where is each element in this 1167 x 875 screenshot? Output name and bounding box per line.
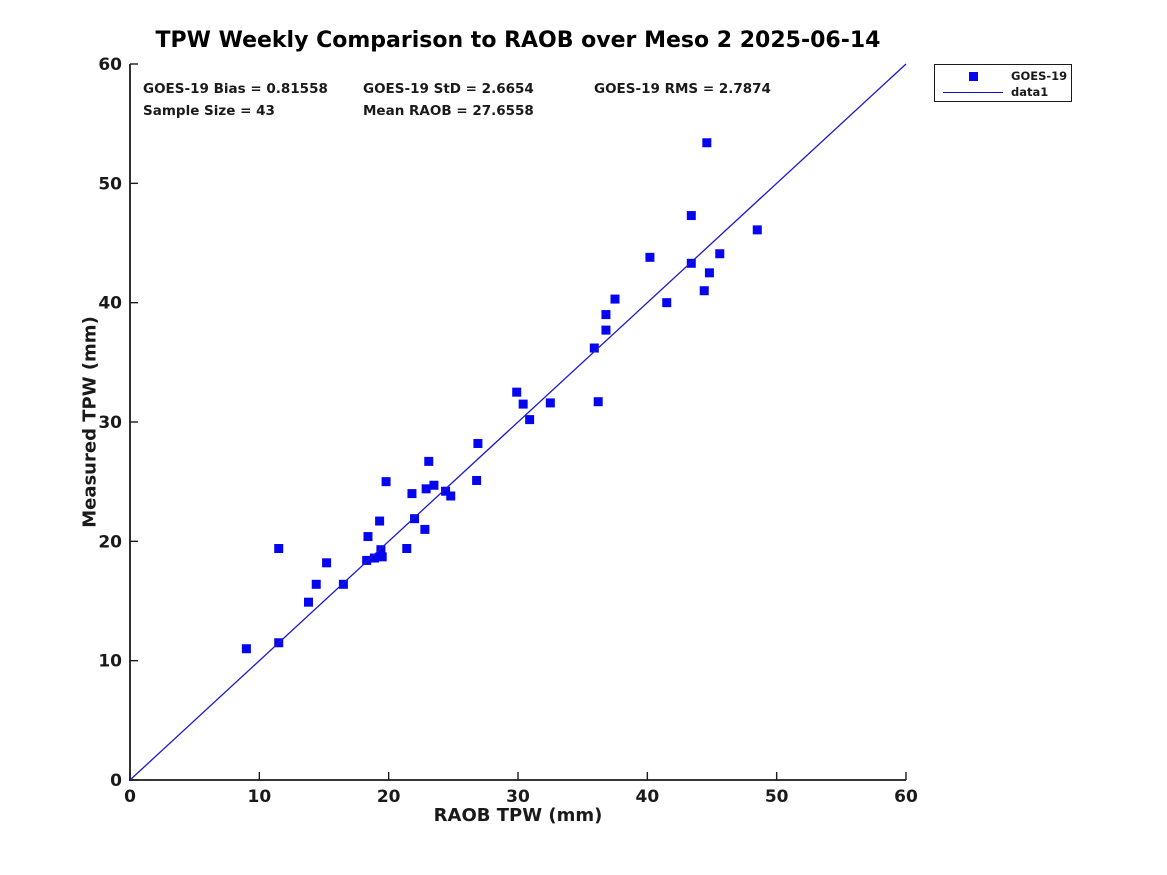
- scatter-point: [429, 480, 439, 490]
- scatter-point: [662, 298, 672, 308]
- x-tick-label: 20: [377, 787, 401, 807]
- stat-bias: GOES-19 Bias = 0.81558: [143, 81, 328, 97]
- stat-sample-size: Sample Size = 43: [143, 103, 275, 119]
- scatter-point: [512, 387, 522, 397]
- legend-swatch-zone: [935, 71, 1011, 81]
- scatter-point: [376, 545, 386, 555]
- scatter-point: [362, 555, 372, 565]
- y-axis-label: Measured TPW (mm): [79, 316, 101, 528]
- scatter-point: [369, 553, 379, 563]
- scatter-point: [303, 597, 313, 607]
- chart-title: TPW Weekly Comparison to RAOB over Meso …: [155, 28, 881, 53]
- y-tick-label: 10: [98, 652, 122, 672]
- scatter-point: [410, 514, 420, 524]
- scatter-point: [593, 397, 603, 407]
- scatter-point: [420, 524, 430, 534]
- scatter-point: [704, 268, 714, 278]
- scatter-point: [645, 252, 655, 262]
- legend-item-data1: data1: [935, 84, 1071, 100]
- scatter-point: [421, 484, 431, 494]
- stat-rms: GOES-19 RMS = 2.7874: [594, 81, 771, 97]
- x-axis-label: RAOB TPW (mm): [433, 805, 603, 826]
- scatter-point: [686, 211, 696, 221]
- scatter-point: [402, 543, 412, 553]
- scatter-point: [610, 294, 620, 304]
- scatter-point: [311, 579, 321, 589]
- scatter-point: [473, 438, 483, 448]
- scatter-point: [601, 325, 611, 335]
- scatter-point: [525, 415, 535, 425]
- y-tick-label: 60: [98, 55, 122, 75]
- scatter-point: [601, 310, 611, 320]
- scatter-point: [322, 558, 332, 568]
- scatter-point: [375, 516, 385, 526]
- x-tick-label: 10: [247, 787, 271, 807]
- y-tick-label: 50: [98, 174, 122, 194]
- scatter-point: [407, 489, 417, 499]
- scatter-point: [424, 456, 434, 466]
- scatter-point: [752, 225, 762, 235]
- y-tick-label: 40: [98, 294, 122, 314]
- scatter-point: [518, 399, 528, 409]
- scatter-point: [545, 398, 555, 408]
- y-tick-label: 20: [98, 532, 122, 552]
- scatter-point: [589, 343, 599, 353]
- x-tick-label: 60: [894, 787, 918, 807]
- legend-label: data1: [1011, 85, 1049, 99]
- scatter-point: [274, 543, 284, 553]
- x-tick-label: 40: [635, 787, 659, 807]
- x-tick-label: 30: [506, 787, 530, 807]
- x-tick-label: 50: [765, 787, 789, 807]
- legend: GOES-19 data1: [934, 64, 1072, 102]
- y-tick-label: 0: [110, 771, 122, 791]
- scatter-point: [699, 286, 709, 296]
- scatter-point: [472, 475, 482, 485]
- legend-item-goes19: GOES-19: [935, 68, 1071, 84]
- y-tick-label: 30: [98, 413, 122, 433]
- stat-std: GOES-19 StD = 2.6654: [363, 81, 534, 97]
- scatter-point: [377, 552, 387, 562]
- legend-label: GOES-19: [1011, 69, 1068, 83]
- scatter-point: [441, 486, 451, 496]
- line-swatch-icon: [943, 91, 1003, 93]
- scatter-point: [446, 491, 456, 501]
- scatter-point: [702, 138, 712, 148]
- legend-swatch-zone: [935, 91, 1011, 93]
- scatter-point: [381, 477, 391, 487]
- identity-line: [129, 63, 907, 781]
- scatter-point: [686, 258, 696, 268]
- scatter-point: [241, 644, 251, 654]
- scatter-point: [715, 249, 725, 259]
- scatter-point: [338, 579, 348, 589]
- x-tick-label: 0: [124, 787, 136, 807]
- scatter-point: [363, 532, 373, 542]
- square-marker-icon: [968, 71, 978, 81]
- stat-mean-raob: Mean RAOB = 27.6558: [363, 103, 534, 119]
